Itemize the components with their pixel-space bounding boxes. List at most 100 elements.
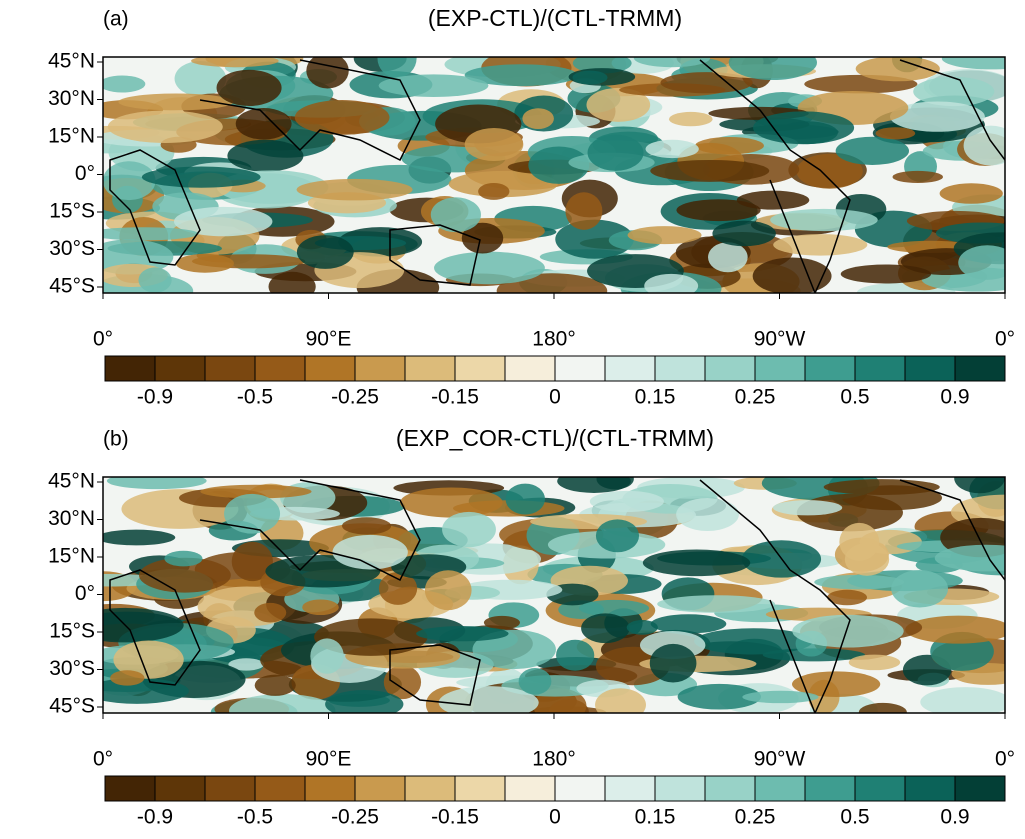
colorbar-box	[554, 775, 606, 802]
colorbar-box	[654, 775, 706, 802]
map-blob	[254, 674, 296, 696]
lon-label: 90°E	[306, 748, 352, 771]
map-blob	[650, 159, 770, 182]
colorbar-box	[304, 355, 356, 382]
coastline	[109, 569, 201, 686]
map-blob	[773, 500, 843, 516]
map-blob	[827, 589, 868, 606]
map-blob	[958, 245, 1005, 280]
map-blob	[565, 192, 603, 230]
map-blob	[645, 139, 699, 159]
coastline	[699, 59, 851, 293]
map-blob	[844, 543, 890, 576]
colorbar-box	[154, 775, 206, 802]
map-blob	[695, 137, 764, 155]
colorbar-box	[454, 775, 506, 802]
map-blob	[752, 257, 832, 293]
lat-label: 0°	[75, 582, 95, 605]
map-blob	[581, 613, 630, 644]
colorbar-box	[204, 775, 256, 802]
coastline	[699, 479, 851, 713]
lon-label: 90°W	[754, 328, 806, 351]
map-blob	[173, 206, 273, 237]
lat-label: 0°	[75, 162, 95, 185]
map-blob	[934, 544, 1005, 572]
colorbar-box	[904, 775, 956, 802]
lat-label: 45°N	[48, 470, 95, 493]
colorbar-box	[604, 355, 656, 382]
map-field	[103, 477, 1005, 713]
map-blob	[848, 654, 901, 671]
coastline	[199, 59, 421, 162]
colorbar-box	[804, 775, 856, 802]
map-blob	[377, 57, 417, 78]
map-blob	[633, 57, 711, 68]
map-blob	[889, 101, 985, 132]
map-blob	[227, 139, 304, 172]
map-blob	[442, 511, 496, 548]
map-blob	[650, 614, 727, 634]
panel-label: (b)	[103, 428, 129, 451]
lon-label: 0°	[93, 328, 113, 351]
map-blob	[383, 665, 422, 700]
lon-label: 180°	[532, 328, 575, 351]
colorbar-box	[754, 355, 806, 382]
map-blob	[742, 690, 819, 704]
map-blob	[464, 64, 578, 87]
lat-label: 15°S	[49, 620, 95, 643]
coastline	[389, 644, 481, 706]
map-blob	[103, 529, 176, 546]
colorbar-box	[704, 775, 756, 802]
map-blob	[589, 490, 664, 513]
map-blob	[424, 570, 472, 611]
map-blob	[954, 477, 1005, 494]
colorbar-box	[354, 355, 406, 382]
map-blob	[314, 618, 428, 656]
colorbar-box	[604, 775, 656, 802]
lat-label: 15°S	[49, 200, 95, 223]
map-blob	[216, 69, 282, 106]
map-blob	[557, 477, 631, 493]
lat-label: 15°N	[48, 545, 95, 568]
map-blob	[342, 517, 392, 535]
map-blob	[175, 253, 234, 273]
map-blob	[191, 57, 279, 68]
map-blob	[118, 93, 234, 111]
map-blob	[858, 702, 907, 713]
map-blob	[164, 550, 203, 567]
colorbar-label: -0.25	[331, 386, 379, 409]
map-blob	[483, 615, 520, 630]
map-blob	[626, 620, 658, 635]
map-blob	[708, 242, 748, 273]
map-blob	[891, 569, 948, 608]
colorbar-label: -0.25	[331, 806, 379, 829]
map-blob	[254, 602, 287, 623]
colorbar-label: 0.5	[840, 386, 869, 409]
map-blob	[657, 595, 776, 613]
colorbar-box	[254, 355, 306, 382]
map-blob	[478, 183, 510, 200]
map-blob	[963, 125, 1005, 166]
map-blob	[595, 519, 640, 553]
colorbar-box	[504, 355, 556, 382]
colorbar-box	[404, 355, 456, 382]
map-blob	[505, 483, 546, 515]
map-blob	[586, 87, 651, 122]
colorbar-label: 0	[549, 806, 561, 829]
colorbar-label: 0.25	[735, 386, 776, 409]
colorbar-label: -0.9	[137, 806, 173, 829]
coastline	[899, 479, 1005, 581]
map-blob	[400, 487, 503, 518]
map-blob	[113, 640, 184, 679]
map-blob	[461, 222, 504, 254]
colorbar-box	[204, 355, 256, 382]
lon-label: 0°	[995, 748, 1015, 771]
map-blob	[892, 170, 943, 183]
map-blob	[103, 161, 156, 201]
map-blob	[840, 264, 932, 284]
coastline	[389, 224, 481, 286]
colorbar-box	[704, 355, 756, 382]
map-blob	[294, 100, 390, 135]
map-field	[103, 57, 1005, 293]
